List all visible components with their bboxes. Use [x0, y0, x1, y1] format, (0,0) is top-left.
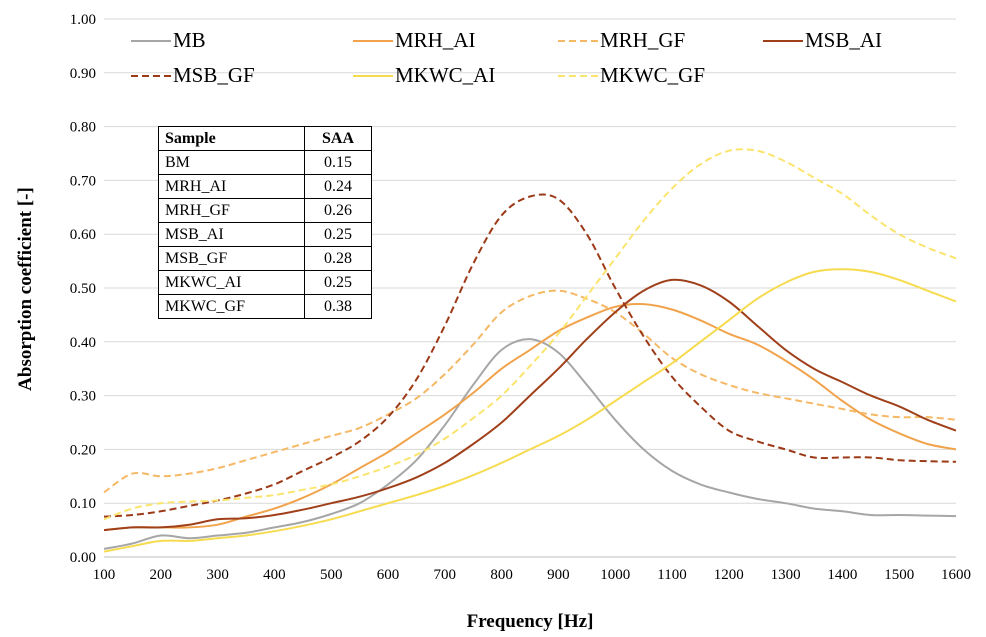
y-tick-label: 1.00	[70, 12, 96, 28]
legend-label-mb: MB	[173, 28, 206, 52]
table-cell-saa: 0.15	[304, 150, 372, 175]
series-line-msb-ai	[103, 278, 957, 532]
table-cell-sample: MSB_GF	[158, 246, 305, 271]
legend-label-msb-ai: MSB_AI	[805, 28, 882, 52]
legend-label-mrh-ai: MRH_AI	[395, 28, 476, 52]
x-axis-title: Frequency [Hz]	[467, 611, 594, 632]
x-tick-label: 1400	[827, 567, 857, 583]
legend-label-msb-gf: MSB_GF	[173, 63, 255, 87]
y-tick-label: 0.00	[70, 550, 96, 566]
table-cell-saa: 0.24	[304, 174, 372, 199]
legend-label-mkwc-gf: MKWC_GF	[600, 63, 705, 87]
table-cell-sample: MKWC_GF	[158, 294, 305, 319]
series-line-mkwc-ai	[103, 268, 957, 553]
table-cell-saa: 0.26	[304, 198, 372, 223]
table-row: MSB_AI 0.25	[158, 222, 372, 247]
table-row: MRH_AI 0.24	[158, 174, 372, 199]
table-cell-saa: 0.28	[304, 246, 372, 271]
table-row: MKWC_AI 0.25	[158, 270, 372, 295]
y-tick-label: 0.20	[70, 442, 96, 458]
table-cell-sample: MRH_GF	[158, 198, 305, 223]
x-tick-label: 1300	[771, 567, 801, 583]
y-tick-label: 0.70	[70, 173, 96, 189]
table-cell-sample: MRH_AI	[158, 174, 305, 199]
x-tick-label: 200	[150, 567, 173, 583]
y-tick-label: 0.40	[70, 335, 96, 351]
table-row: MRH_GF 0.26	[158, 198, 372, 223]
x-tick-label: 1600	[941, 567, 971, 583]
x-tick-label: 700	[434, 567, 457, 583]
x-tick-label: 500	[320, 567, 343, 583]
y-tick-label: 0.60	[70, 227, 96, 243]
table-cell-sample: MSB_AI	[158, 222, 305, 247]
table-cell-saa: 0.38	[304, 294, 372, 319]
axes: 0.00 0.10 0.20 0.30 0.40 0.50 0.60 0.70 0.80 0.90…	[70, 12, 971, 583]
table-cell-saa: 0.25	[304, 270, 372, 295]
table-header-saa: SAA	[304, 126, 372, 151]
y-tick-label: 0.80	[70, 120, 96, 136]
table-header-sample: Sample	[158, 126, 305, 151]
y-tick-label: 0.30	[70, 389, 96, 405]
series-lines	[103, 148, 957, 553]
y-tick-label: 0.10	[70, 496, 96, 512]
y-axis-title: Absorption coefficient [-]	[15, 187, 36, 391]
series-line-mrh-gf	[103, 289, 957, 494]
series-line-mb	[103, 338, 957, 550]
x-tick-label: 300	[206, 567, 229, 583]
saa-table: Sample SAA BM 0.15 MRH_AI 0.24 MRH_GF 0.26 …	[158, 126, 372, 319]
series-line-mrh-ai	[103, 303, 957, 532]
table-cell-sample: BM	[158, 150, 305, 175]
x-tick-label: 900	[547, 567, 570, 583]
x-tick-label: 800	[490, 567, 513, 583]
table-header-row: Sample SAA	[158, 126, 372, 151]
series-line-msb-gf	[103, 193, 957, 518]
legend: MB MRH_AI MRH_GF MSB_AI MSB_GF MKWC_AI MKWC_GF	[131, 28, 882, 87]
table-cell-saa: 0.25	[304, 222, 372, 247]
x-tick-label: 400	[263, 567, 286, 583]
y-tick-label: 0.50	[70, 281, 96, 297]
legend-label-mrh-gf: MRH_GF	[600, 28, 685, 52]
x-tick-label: 1100	[657, 567, 686, 583]
x-tick-label: 1200	[714, 567, 744, 583]
table-cell-sample: MKWC_AI	[158, 270, 305, 295]
x-tick-label: 1500	[884, 567, 914, 583]
table-row: MSB_GF 0.28	[158, 246, 372, 271]
series-line-mkwc-gf	[103, 148, 957, 521]
x-tick-label: 600	[377, 567, 400, 583]
table-row: BM 0.15	[158, 150, 372, 175]
legend-label-mkwc-ai: MKWC_AI	[395, 63, 495, 87]
y-tick-label: 0.90	[70, 66, 96, 82]
x-tick-label: 100	[93, 567, 116, 583]
table-row: MKWC_GF 0.38	[158, 294, 372, 319]
x-tick-label: 1000	[600, 567, 630, 583]
